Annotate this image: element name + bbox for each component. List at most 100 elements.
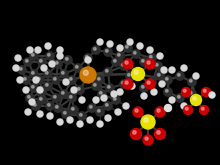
- Circle shape: [193, 97, 196, 100]
- Circle shape: [123, 59, 133, 69]
- Circle shape: [188, 78, 196, 86]
- Circle shape: [183, 105, 192, 115]
- Circle shape: [49, 61, 55, 67]
- Circle shape: [169, 97, 175, 103]
- Circle shape: [183, 89, 186, 92]
- Circle shape: [147, 81, 150, 84]
- Circle shape: [120, 80, 128, 88]
- Circle shape: [53, 78, 56, 80]
- Circle shape: [15, 55, 21, 61]
- Circle shape: [99, 91, 102, 94]
- Circle shape: [108, 85, 110, 88]
- Circle shape: [114, 59, 116, 62]
- Circle shape: [141, 93, 147, 99]
- Circle shape: [154, 129, 165, 139]
- Circle shape: [45, 43, 51, 49]
- Circle shape: [38, 88, 46, 96]
- Circle shape: [64, 56, 72, 64]
- Circle shape: [44, 82, 52, 90]
- Circle shape: [191, 97, 197, 103]
- Circle shape: [181, 103, 187, 109]
- Circle shape: [54, 104, 62, 112]
- Circle shape: [191, 95, 202, 105]
- Circle shape: [116, 52, 124, 60]
- Circle shape: [52, 94, 60, 102]
- Circle shape: [33, 77, 39, 83]
- Circle shape: [97, 121, 103, 127]
- Circle shape: [62, 110, 70, 118]
- Circle shape: [92, 82, 100, 90]
- Circle shape: [96, 76, 104, 84]
- Circle shape: [161, 67, 167, 73]
- Circle shape: [24, 58, 32, 66]
- Circle shape: [57, 119, 63, 125]
- Circle shape: [46, 83, 48, 86]
- Circle shape: [30, 52, 38, 60]
- Circle shape: [35, 47, 41, 53]
- Circle shape: [33, 103, 36, 106]
- Circle shape: [75, 66, 78, 68]
- Circle shape: [64, 112, 66, 114]
- Circle shape: [53, 96, 56, 98]
- Circle shape: [165, 104, 172, 112]
- Circle shape: [140, 58, 148, 66]
- Circle shape: [107, 41, 113, 47]
- Circle shape: [104, 68, 112, 76]
- Circle shape: [87, 117, 93, 123]
- Circle shape: [71, 87, 77, 93]
- Circle shape: [32, 102, 40, 110]
- Circle shape: [117, 89, 123, 95]
- Circle shape: [92, 46, 100, 54]
- Circle shape: [30, 84, 38, 92]
- Circle shape: [104, 48, 112, 56]
- Circle shape: [193, 73, 199, 79]
- Circle shape: [97, 110, 100, 112]
- Circle shape: [145, 59, 155, 69]
- Circle shape: [84, 54, 92, 62]
- Circle shape: [132, 50, 140, 58]
- Circle shape: [57, 47, 63, 53]
- Circle shape: [48, 53, 50, 56]
- Circle shape: [44, 70, 52, 78]
- Circle shape: [188, 90, 196, 98]
- Circle shape: [47, 113, 53, 119]
- Circle shape: [169, 67, 175, 73]
- Circle shape: [189, 80, 192, 82]
- Circle shape: [60, 90, 68, 98]
- Circle shape: [37, 78, 40, 80]
- Circle shape: [18, 66, 26, 74]
- Circle shape: [70, 78, 72, 80]
- Circle shape: [24, 78, 26, 80]
- Circle shape: [104, 102, 112, 110]
- Circle shape: [148, 78, 156, 86]
- Circle shape: [202, 87, 211, 97]
- Circle shape: [156, 72, 164, 80]
- Circle shape: [97, 78, 100, 80]
- Circle shape: [203, 89, 206, 92]
- Circle shape: [117, 53, 120, 56]
- Circle shape: [76, 86, 84, 94]
- Circle shape: [178, 96, 180, 98]
- Circle shape: [156, 64, 158, 66]
- Circle shape: [121, 64, 124, 66]
- Circle shape: [105, 115, 111, 121]
- Circle shape: [134, 70, 138, 74]
- Circle shape: [129, 83, 135, 89]
- Circle shape: [36, 76, 44, 84]
- Circle shape: [126, 72, 134, 80]
- Circle shape: [48, 103, 50, 106]
- Circle shape: [200, 105, 209, 115]
- Circle shape: [13, 65, 19, 71]
- Circle shape: [105, 69, 108, 72]
- Circle shape: [189, 91, 192, 94]
- Circle shape: [111, 91, 117, 97]
- Circle shape: [123, 103, 129, 109]
- Circle shape: [157, 131, 160, 134]
- Circle shape: [54, 60, 62, 68]
- Circle shape: [176, 72, 184, 80]
- Circle shape: [68, 94, 76, 102]
- Circle shape: [133, 131, 136, 134]
- Circle shape: [46, 52, 54, 60]
- Circle shape: [85, 57, 91, 63]
- Circle shape: [63, 79, 69, 85]
